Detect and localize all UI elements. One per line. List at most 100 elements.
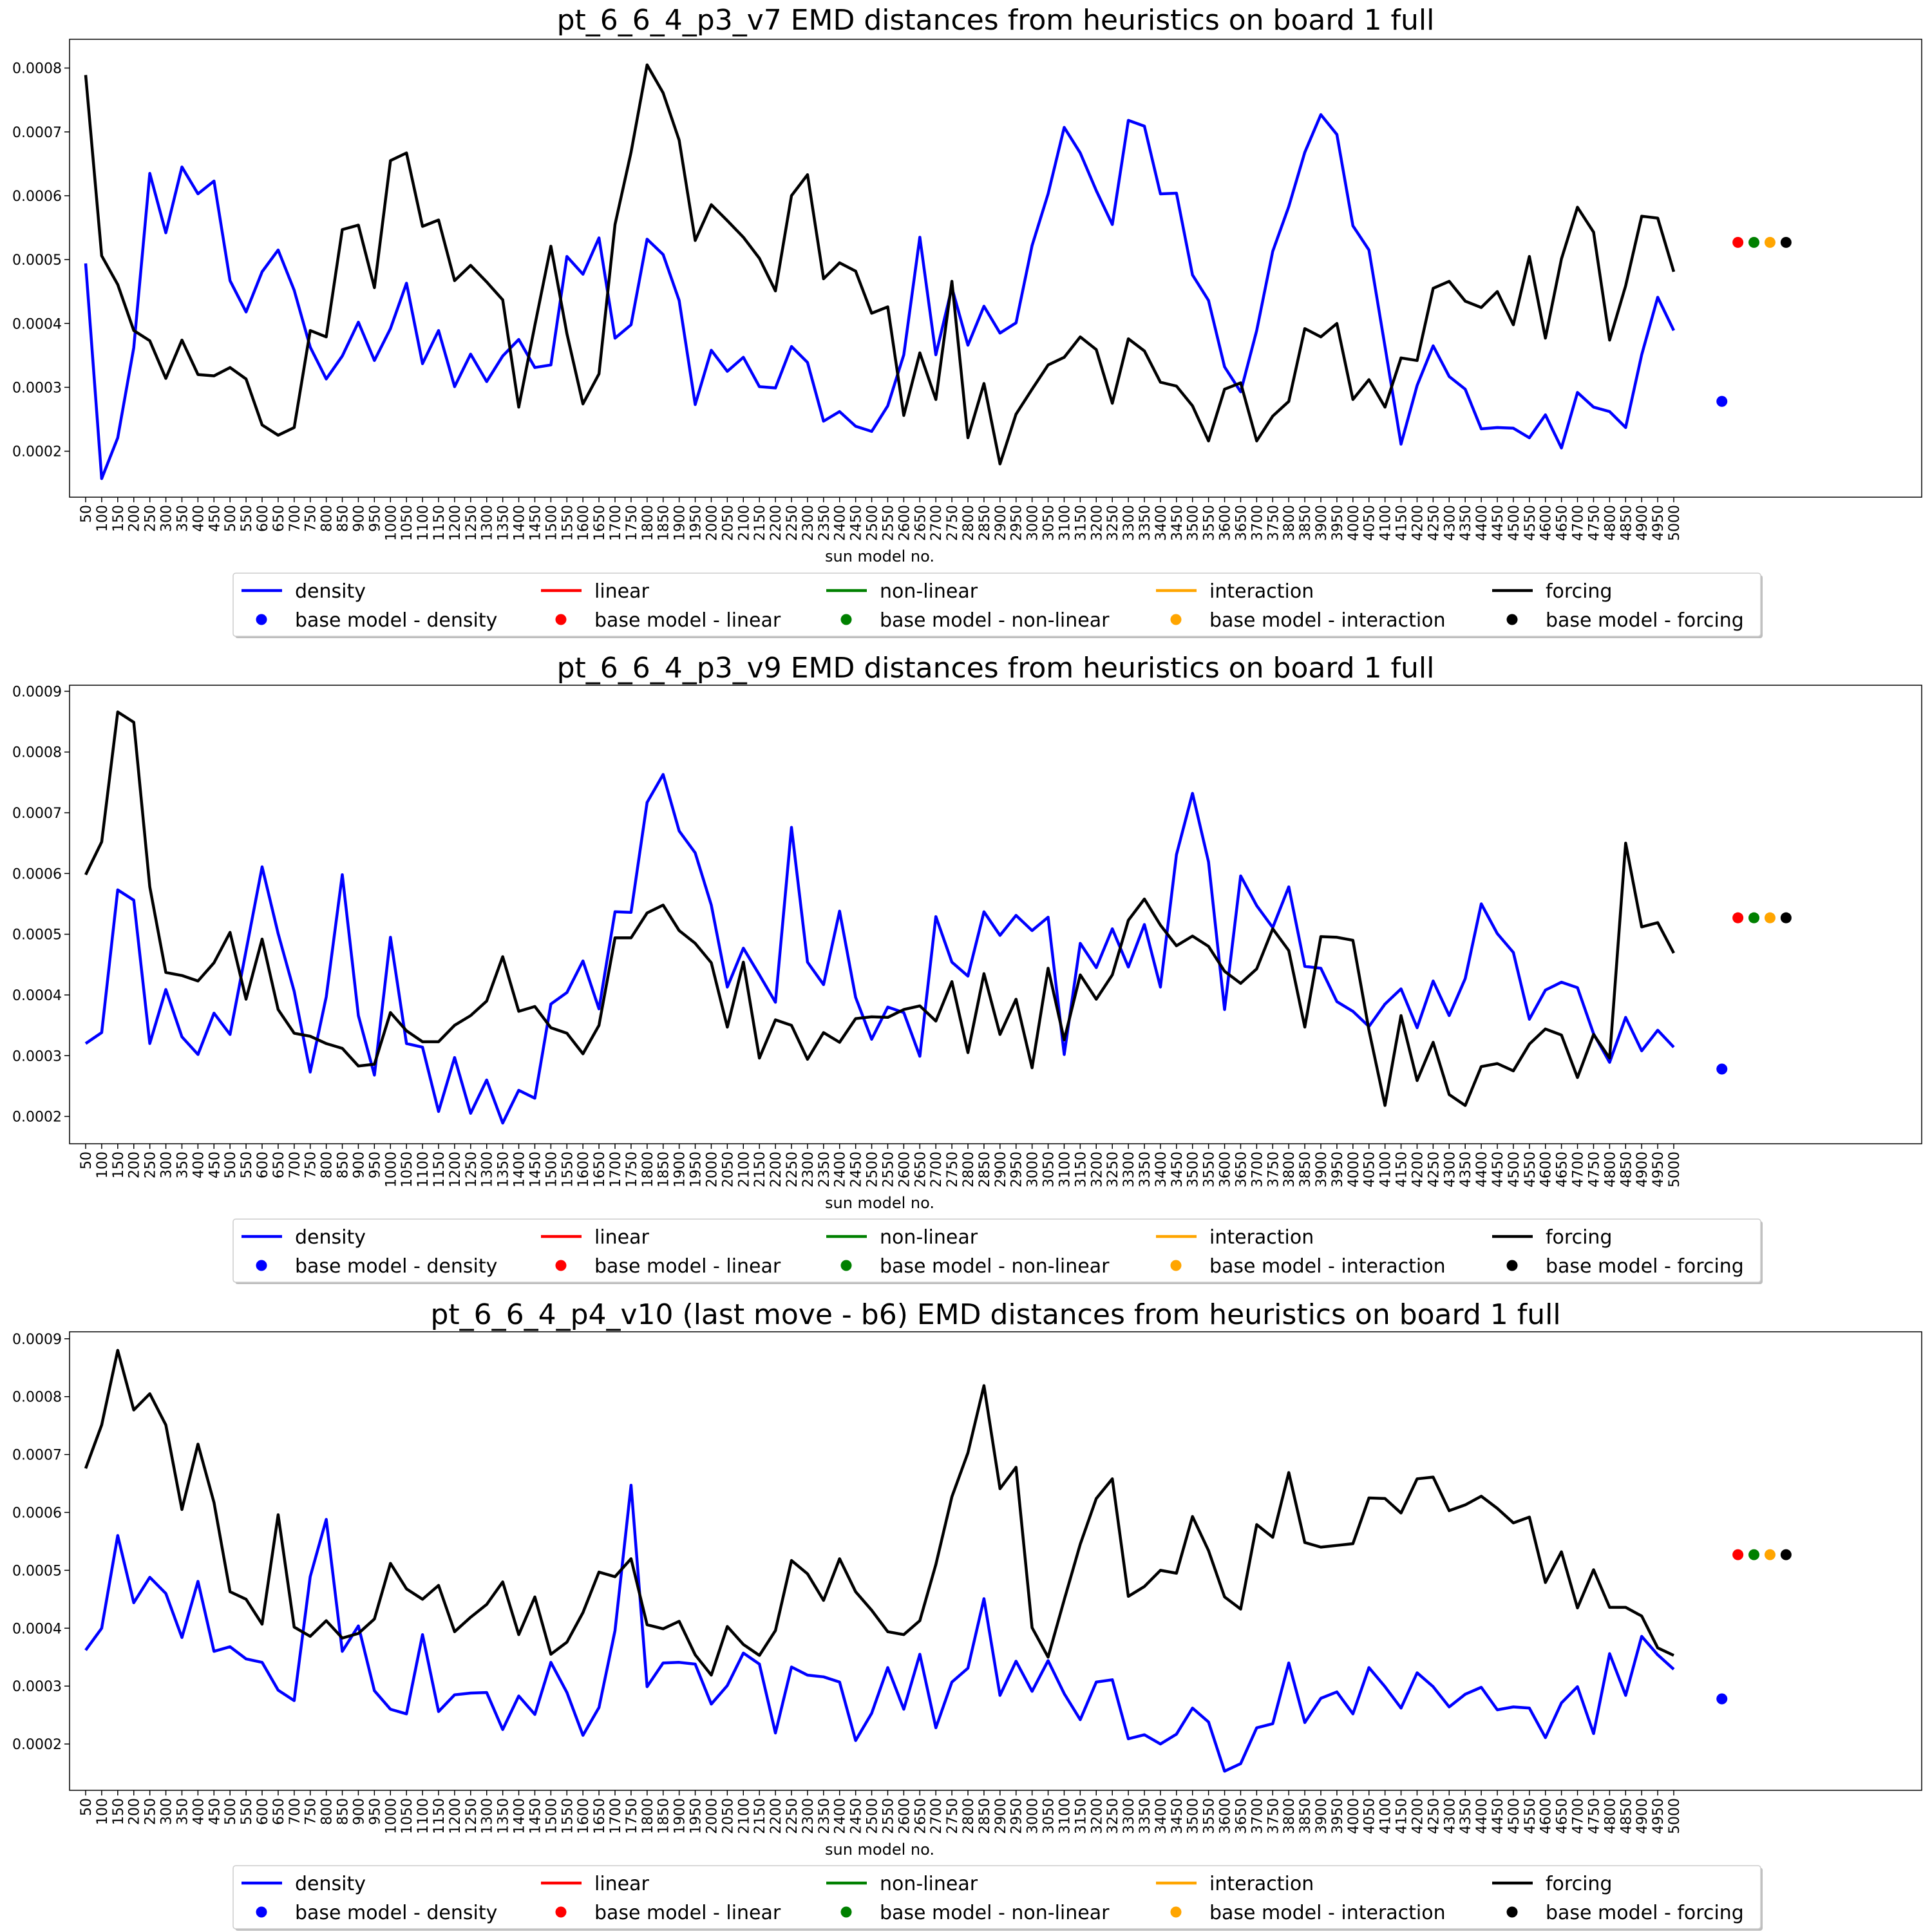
chart-panel-1: pt_6_6_4_p3_v7 EMD distances from heuris… (12, 4, 1922, 638)
legend-label: non-linear (880, 1873, 978, 1895)
x-tick-label: 1900 (672, 505, 688, 541)
x-tick-label: 500 (223, 505, 239, 532)
base-model-point-basemodel-forcing (1780, 912, 1792, 923)
x-tick-label: 550 (239, 1798, 255, 1825)
x-tick-label: 3700 (1249, 1151, 1265, 1188)
legend-label: linear (594, 1873, 650, 1895)
x-tick-label: 4100 (1378, 1798, 1394, 1834)
x-tick-label: 850 (336, 1151, 352, 1179)
x-tick-label: 900 (351, 1151, 367, 1179)
x-tick-label: 1150 (431, 1798, 448, 1834)
x-tick-label: 1750 (624, 1151, 640, 1188)
x-tick-label: 4600 (1539, 1151, 1555, 1188)
x-tick-label: 1100 (415, 505, 431, 541)
x-tick-label: 1550 (560, 1151, 576, 1188)
x-tick-label: 2500 (865, 1798, 881, 1834)
x-tick-label: 2550 (880, 1151, 896, 1188)
x-tick-label: 2750 (945, 505, 961, 541)
plot-frame (69, 1331, 1922, 1791)
legend-label: base model - interaction (1209, 609, 1446, 632)
legend-point-swatch (1170, 1260, 1182, 1271)
x-tick-label: 1700 (608, 505, 624, 541)
x-tick-label: 3300 (1121, 505, 1137, 541)
x-tick-label: 750 (303, 505, 319, 532)
x-tick-label: 4400 (1474, 505, 1490, 541)
y-tick-label: 0.0003 (12, 1679, 62, 1695)
x-tick-label: 950 (367, 1798, 383, 1825)
x-tick-label: 4900 (1634, 1798, 1651, 1834)
x-tick-label: 1800 (640, 1798, 656, 1834)
x-tick-label: 3750 (1265, 1798, 1282, 1834)
x-tick-label: 4650 (1555, 505, 1571, 541)
x-tick-label: 300 (159, 505, 175, 532)
x-tick-label: 3000 (1025, 1151, 1041, 1188)
legend-label: base model - linear (594, 1902, 781, 1924)
x-tick-label: 700 (287, 1798, 303, 1825)
x-tick-label: 4450 (1490, 1798, 1506, 1834)
x-tick-label: 3150 (1073, 505, 1089, 541)
x-tick-label: 2700 (929, 505, 945, 541)
x-tick-label: 2800 (961, 1151, 977, 1188)
x-tick-label: 4950 (1651, 1798, 1667, 1834)
x-tick-label: 2350 (817, 505, 833, 541)
x-tick-label: 4300 (1442, 505, 1458, 541)
x-tick-label: 3500 (1186, 505, 1202, 541)
x-tick-label: 350 (175, 1151, 191, 1179)
x-tick-label: 3450 (1170, 1798, 1186, 1834)
x-tick-label: 450 (207, 505, 223, 532)
x-tick-label: 150 (111, 505, 127, 532)
x-tick-label: 4400 (1474, 1151, 1490, 1188)
x-tick-label: 1800 (640, 1151, 656, 1188)
x-tick-label: 2850 (977, 505, 993, 541)
x-tick-label: 1850 (656, 1798, 672, 1834)
x-tick-label: 850 (336, 505, 352, 532)
legend-point-swatch (1170, 614, 1182, 625)
x-tick-label: 900 (351, 1798, 367, 1825)
x-tick-label: 2650 (913, 1151, 929, 1188)
x-tick-label: 5000 (1667, 1798, 1683, 1834)
legend-label: base model - density (295, 1902, 497, 1924)
x-tick-label: 750 (303, 1151, 319, 1179)
x-tick-label: 4250 (1426, 1798, 1442, 1834)
legend-point-swatch (1506, 614, 1518, 625)
y-tick-label: 0.0004 (12, 316, 62, 332)
x-tick-label: 2450 (849, 505, 865, 541)
x-tick-label: 4850 (1618, 505, 1634, 541)
x-tick-label: 3950 (1330, 1798, 1346, 1834)
x-tick-label: 2250 (784, 1151, 800, 1188)
x-tick-label: 3800 (1282, 1151, 1298, 1188)
x-tick-label: 1550 (560, 1798, 576, 1834)
chart-panel-3: pt_6_6_4_p4_v10 (last move - b6) EMD dis… (12, 1298, 1922, 1931)
x-tick-label: 3700 (1249, 505, 1265, 541)
x-tick-label: 4300 (1442, 1151, 1458, 1188)
x-tick-label: 4850 (1618, 1151, 1634, 1188)
chart-title: pt_6_6_4_p4_v10 (last move - b6) EMD dis… (430, 1298, 1560, 1331)
x-tick-label: 2900 (993, 1151, 1009, 1188)
x-tick-label: 1800 (640, 505, 656, 541)
legend-box (232, 1865, 1761, 1929)
x-tick-label: 3000 (1025, 505, 1041, 541)
x-tick-label: 3800 (1282, 1798, 1298, 1834)
x-tick-label: 1150 (431, 505, 448, 541)
x-tick-label: 2850 (977, 1151, 993, 1188)
x-tick-label: 700 (287, 505, 303, 532)
x-tick-label: 4900 (1634, 505, 1651, 541)
x-tick-label: 800 (319, 1151, 336, 1179)
x-tick-label: 2950 (1009, 1151, 1025, 1188)
x-tick-label: 5000 (1667, 1151, 1683, 1188)
x-tick-label: 2950 (1009, 1798, 1025, 1834)
x-tick-label: 4400 (1474, 1798, 1490, 1834)
x-tick-label: 2800 (961, 505, 977, 541)
x-tick-label: 3500 (1186, 1151, 1202, 1188)
x-tick-label: 400 (191, 505, 207, 532)
x-tick-label: 2700 (929, 1151, 945, 1188)
x-tick-label: 3400 (1153, 505, 1170, 541)
legend-label: interaction (1209, 1873, 1314, 1895)
x-tick-label: 3600 (1218, 1798, 1234, 1834)
x-tick-label: 2850 (977, 1798, 993, 1834)
x-tick-label: 1750 (624, 505, 640, 541)
x-tick-label: 3050 (1041, 1151, 1057, 1188)
x-tick-label: 3900 (1314, 505, 1330, 541)
x-tick-label: 2000 (704, 1798, 720, 1834)
base-model-point-basemodel-non-linear (1748, 912, 1760, 923)
